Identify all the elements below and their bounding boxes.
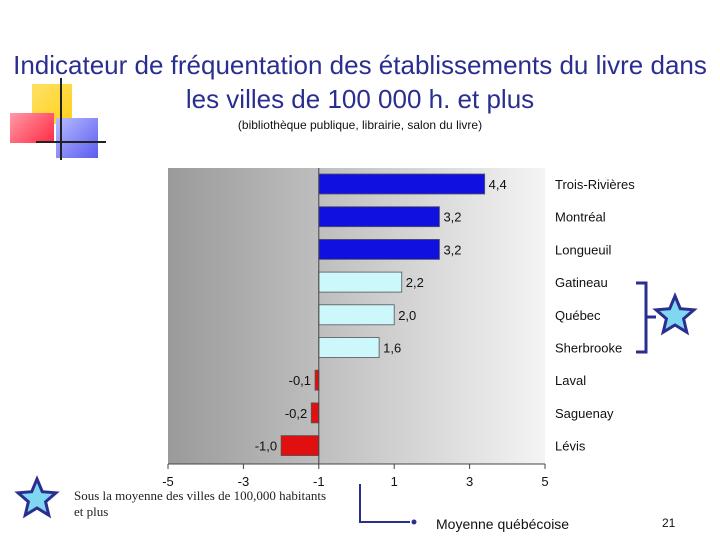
bar	[310, 402, 320, 424]
category-label: Saguenay	[555, 406, 614, 421]
category-labels: Trois-Rivières Montréal Longueuil Gatineau Q…	[555, 177, 635, 454]
slide-title: Indicateur de fréquentation des établiss…	[13, 50, 707, 114]
category-label: Gatineau	[555, 275, 608, 290]
category-label: Montréal	[555, 210, 606, 225]
star-icon	[652, 292, 698, 336]
x-tick-label: 1	[391, 474, 398, 489]
bar	[318, 173, 486, 195]
arrow-icon	[359, 484, 410, 523]
corner-decoration	[0, 0, 110, 170]
x-tick-label: 3	[466, 474, 473, 489]
x-tick-label: -5	[162, 474, 174, 489]
value-label: 1,6	[383, 341, 401, 356]
x-axis: -5 -3 -1 1 3 5	[162, 168, 549, 489]
category-label: Lévis	[555, 439, 586, 454]
category-label: Québec	[555, 308, 601, 323]
bracket-icon	[636, 281, 656, 354]
corner-vertical-line	[60, 78, 62, 160]
category-label: Laval	[555, 373, 586, 388]
slide-subtitle: (bibliothèque publique, librairie, salon…	[237, 118, 483, 132]
arrow-end-dot	[411, 519, 417, 525]
value-label: 2,2	[406, 275, 424, 290]
bar	[318, 304, 395, 326]
bars-layer	[280, 173, 486, 457]
category-label: Longueuil	[555, 242, 611, 257]
category-label: Trois-Rivières	[555, 177, 635, 192]
value-label: -0,2	[285, 406, 307, 421]
value-label: 4,4	[489, 177, 507, 192]
value-labels: 4,4 3,2 3,2 2,2 2,0 1,6 -0,1 -0,2 -1,0	[255, 177, 507, 454]
corner-horizontal-line	[36, 141, 106, 143]
value-label: -1,0	[255, 439, 277, 454]
value-label: 2,0	[398, 308, 416, 323]
below-average-note: Sous la moyenne des villes de 100,000 ha…	[74, 488, 327, 519]
value-label: -0,1	[289, 373, 311, 388]
page-number: 21	[662, 516, 676, 530]
category-label: Sherbrooke	[555, 341, 622, 356]
average-label: Moyenne québécoise	[436, 516, 570, 532]
corner-blue-square	[56, 118, 98, 158]
bar	[314, 369, 320, 391]
bar	[318, 337, 380, 358]
value-label: 3,2	[443, 210, 461, 225]
bar	[318, 271, 403, 293]
x-tick-label: -3	[238, 474, 250, 489]
star-icon	[14, 475, 60, 519]
x-tick-label: -1	[313, 474, 325, 489]
corner-red-square	[10, 113, 54, 143]
bar	[318, 238, 440, 260]
value-label: 3,2	[443, 242, 461, 257]
bar	[318, 206, 440, 228]
x-tick-label: 5	[541, 474, 548, 489]
bar	[280, 435, 320, 457]
